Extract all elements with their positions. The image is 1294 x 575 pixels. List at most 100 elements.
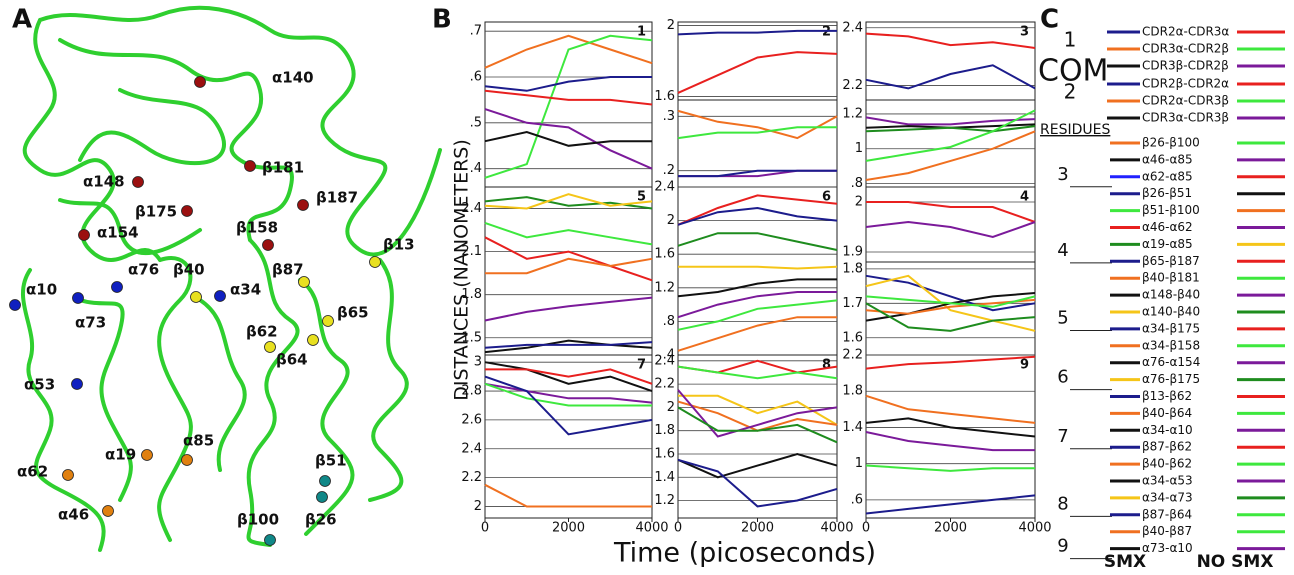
legend-label: β40-β87	[1142, 524, 1192, 538]
series-line	[865, 125, 1036, 133]
y-tick-label: 3	[474, 355, 482, 370]
y-tick-label: 2.2	[842, 348, 863, 363]
x-tick-label: 2000	[552, 521, 585, 536]
group-label: 3	[1057, 164, 1068, 185]
residue-label: β158	[236, 219, 278, 237]
series-line	[484, 341, 653, 349]
legend-label: α140-β40	[1142, 305, 1200, 319]
x-axis-label: Time (picoseconds)	[613, 538, 876, 569]
residue-sphere	[181, 454, 193, 466]
series-line	[678, 394, 838, 426]
series-line	[484, 193, 653, 210]
residue-sphere	[132, 176, 144, 188]
y-tick-label: 1.8	[654, 423, 675, 438]
series-line	[677, 51, 838, 94]
series-line	[865, 295, 1036, 308]
series-line	[677, 389, 838, 438]
legend-label: CDR2β-CDR2α	[1142, 77, 1229, 91]
subplot-number: 2	[822, 25, 831, 40]
y-tick-label: .8	[663, 314, 675, 329]
y-tick-label: 1.7	[842, 296, 863, 311]
residue-sphere	[141, 449, 153, 461]
residue-sphere	[78, 229, 90, 241]
y-tick-label: 2.4	[654, 353, 675, 368]
residue-label: α62	[17, 463, 48, 481]
legend-label: β40-β64	[1142, 406, 1192, 420]
plot-frame	[677, 354, 838, 519]
series-line	[677, 316, 837, 352]
plot-frame	[484, 354, 653, 519]
series-line	[484, 483, 652, 508]
legend-label: β26-β100	[1142, 136, 1200, 150]
residue-label: α19	[105, 446, 136, 464]
series-line	[865, 355, 1036, 370]
legend-label: α34-α10	[1142, 423, 1193, 437]
series-line	[865, 64, 1036, 90]
residue-sphere	[181, 205, 193, 217]
x-tick-label: 2000	[741, 521, 774, 536]
series-line	[677, 232, 838, 251]
residue-label: α10	[26, 281, 57, 299]
y-tick-label: 1.4	[654, 470, 675, 485]
residue-sphere	[102, 505, 114, 517]
y-tick-label: 1.8	[842, 384, 863, 399]
residue-label: α46	[58, 506, 89, 524]
residue-label: α76	[128, 261, 159, 279]
legend-label: CDR3α-CDR3β	[1142, 111, 1229, 125]
x-tick-label: 0	[862, 521, 870, 536]
series-line	[677, 126, 837, 140]
y-tick-label: 2.4	[654, 180, 675, 195]
x-tick-label: 0	[674, 521, 682, 536]
y-tick-label: 2.2	[654, 377, 675, 392]
residue-label: α53	[24, 376, 55, 394]
series-line	[865, 298, 1036, 315]
residue-label: β87	[272, 261, 304, 279]
y-tick-label: 1.2	[654, 280, 675, 295]
series-line	[677, 278, 837, 298]
series-line	[677, 406, 838, 444]
legend-label: α62-α85	[1142, 169, 1193, 183]
series-line	[484, 339, 653, 354]
legend-label: α76-β175	[1142, 372, 1200, 386]
y-tick-label: 1.5	[461, 330, 482, 345]
group-label: 4	[1057, 240, 1068, 261]
residue-label: β175	[135, 203, 177, 221]
plot-frame	[677, 99, 838, 188]
residue-sphere	[316, 491, 328, 503]
legend-label: α34-α53	[1142, 474, 1193, 488]
series-line	[865, 417, 1036, 438]
y-tick-label: 2.4	[461, 201, 482, 216]
legend-label: β51-β100	[1142, 203, 1200, 217]
y-tick-label: 1.6	[654, 247, 675, 262]
residue-label: β181	[262, 159, 304, 177]
residue-label: α140	[272, 69, 314, 87]
y-tick-label: 2.4	[842, 20, 863, 35]
y-tick-label: 1.6	[654, 89, 675, 104]
legend-heading: COM	[1038, 54, 1108, 89]
group-label: 7	[1057, 426, 1068, 447]
x-tick-label: 2000	[934, 521, 967, 536]
y-tick-label: 1.2	[654, 493, 675, 508]
legend-label: β65-β187	[1142, 254, 1200, 268]
plot-frame	[865, 21, 1036, 101]
series-line	[484, 361, 653, 393]
series-line	[484, 76, 652, 92]
series-line	[865, 431, 1035, 452]
series-line	[865, 109, 1036, 162]
y-tick-label: 1.9	[842, 245, 863, 260]
residue-sphere	[190, 291, 202, 303]
plot-frame	[677, 186, 838, 356]
series-line	[865, 494, 1036, 515]
legend-footer: NO SMX	[1197, 552, 1274, 572]
residue-sphere	[307, 334, 319, 346]
series-line	[678, 265, 838, 270]
residue-sphere	[297, 199, 309, 211]
subplot-number: 4	[1020, 190, 1029, 205]
y-tick-label: .5	[470, 115, 482, 130]
plot-frame	[865, 99, 1036, 188]
residue-label: β65	[337, 304, 369, 322]
residue-label: β187	[316, 189, 358, 207]
series-line	[484, 34, 653, 179]
residue-label: α85	[183, 432, 214, 450]
legend-label: β40-β181	[1142, 271, 1200, 285]
